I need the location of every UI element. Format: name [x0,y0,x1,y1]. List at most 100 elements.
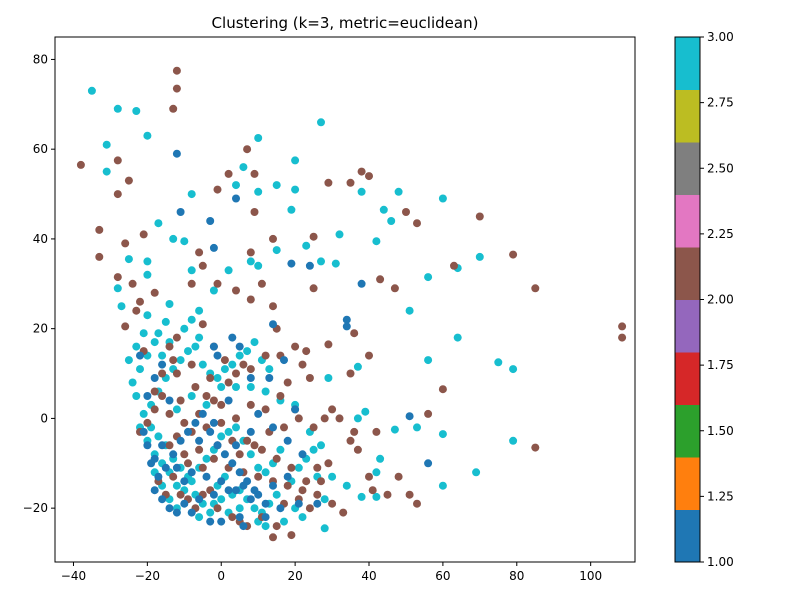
data-point [246,495,255,504]
data-point [202,392,211,400]
colorbar-band [675,509,700,563]
data-point [165,504,174,513]
colorbar-tick-label: 2.75 [707,96,734,110]
data-point [198,409,207,418]
data-point [357,167,366,176]
data-point [239,360,248,369]
data-point [305,261,314,270]
data-point [191,383,200,391]
colorbar-band [675,37,700,90]
data-point [368,486,377,495]
data-point [180,499,189,508]
data-point [184,459,192,468]
data-point [254,409,263,418]
data-point [324,374,333,382]
data-point [280,517,288,526]
data-point [150,486,159,495]
data-point [235,342,244,351]
data-point [372,468,381,477]
data-point [475,252,484,261]
data-point [376,275,385,284]
data-point [224,427,233,436]
colorbar: 1.00 1.25 1.50 1.75 2.00 2.25 2.50 2.75 3.00 [674,30,734,569]
data-point [187,468,196,477]
data-point [276,504,285,513]
data-point [254,463,263,472]
data-point [169,234,178,243]
data-point [265,365,274,374]
y-tick-label: 60 [33,142,48,156]
x-tick-label: −40 [61,569,86,583]
data-point [224,266,233,275]
data-point [317,441,325,450]
data-point [276,392,285,400]
data-point [235,504,244,513]
data-point [191,418,200,427]
data-point [531,443,540,452]
data-point [254,187,263,196]
data-point [309,423,318,432]
data-point [269,320,277,329]
data-point [184,347,192,356]
y-tick-label: −20 [23,501,48,515]
data-point [235,513,244,522]
data-point [217,517,226,526]
data-point [228,360,237,369]
data-point [209,454,218,463]
data-point [280,423,288,432]
data-point [357,492,366,501]
data-point [324,340,333,349]
colorbar-tick-label: 1.25 [707,489,734,503]
data-point [224,169,233,178]
data-point [298,486,307,495]
data-point [243,347,252,356]
data-point [150,374,159,382]
data-point [257,445,266,454]
data-point [113,273,122,282]
data-point [313,463,322,472]
data-point [424,273,433,282]
data-point [172,369,181,378]
data-point [187,315,196,324]
data-point [246,450,255,459]
data-point [346,178,355,187]
data-point [195,306,204,315]
data-point [494,358,503,367]
data-point [394,472,403,481]
data-point [250,338,259,347]
data-point [235,351,244,360]
data-point [261,351,270,360]
data-point [180,324,189,333]
colorbar-band [675,299,700,353]
data-point [76,160,85,169]
data-point [232,414,240,423]
data-point [213,351,222,360]
data-point [191,342,200,351]
data-point [113,104,122,113]
data-point [320,524,329,533]
colorbar-tick-label: 1.00 [707,555,734,569]
data-point [232,383,240,391]
data-point [339,508,348,517]
data-point [261,522,270,531]
data-point [165,441,174,450]
colorbar-band [675,142,700,195]
data-point [132,342,141,351]
data-point [413,499,421,508]
data-point [509,250,518,259]
data-point [180,418,189,427]
data-point [136,351,144,360]
data-point [158,360,167,369]
data-point [261,468,270,477]
data-point [224,378,233,387]
data-point [313,490,322,499]
data-point [206,374,215,382]
data-point [232,181,240,190]
data-point [128,279,137,288]
data-point [294,463,303,472]
data-point [405,306,414,315]
data-point [102,140,111,149]
data-point [139,329,148,338]
data-point [235,450,244,459]
data-point [143,392,152,400]
